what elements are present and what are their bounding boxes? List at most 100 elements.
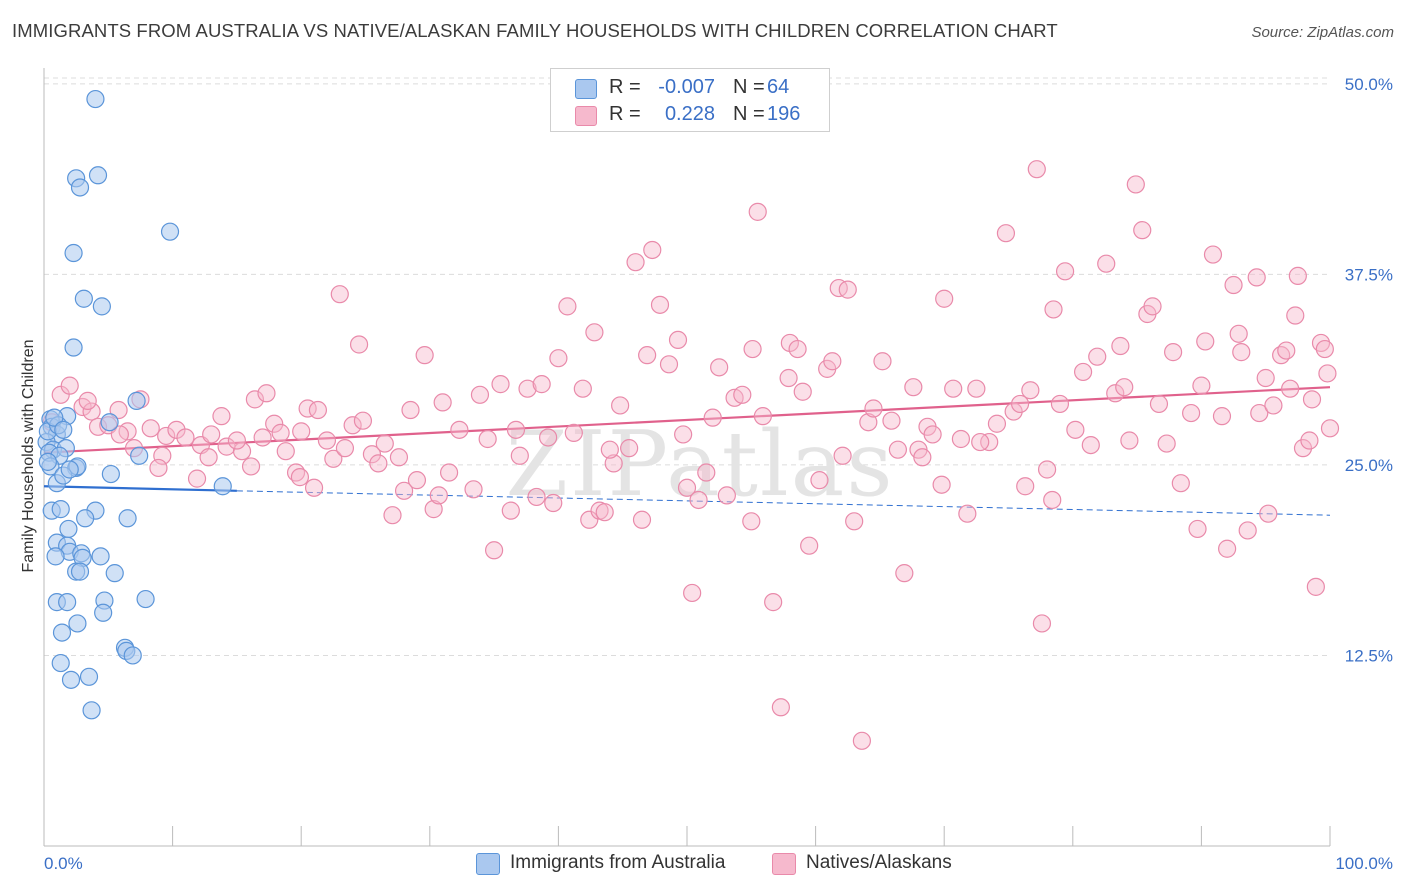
data-point-natives	[888, 440, 908, 459]
data-point-australia	[74, 289, 93, 308]
data-point-natives	[343, 416, 362, 435]
data-point-natives	[810, 471, 829, 490]
series-legend: Immigrants from Australia Natives/Alaska…	[0, 852, 1406, 878]
data-point-natives	[743, 339, 762, 359]
data-point-natives	[996, 224, 1016, 243]
data-point-natives	[241, 457, 261, 476]
data-point-australia	[92, 297, 111, 316]
legend-row-australia: R = -0.007 N = 64	[551, 75, 829, 101]
series-natives-alaskans	[42, 160, 1340, 750]
data-point-natives	[1032, 614, 1052, 633]
data-point-natives	[290, 468, 310, 487]
data-point-natives	[1250, 403, 1269, 423]
data-point-natives	[967, 379, 986, 398]
data-point-natives	[1157, 434, 1176, 453]
watermark: ZIPatlas	[505, 412, 894, 517]
data-point-natives	[1277, 341, 1296, 360]
data-point-natives	[549, 349, 568, 368]
data-point-australia	[64, 338, 83, 357]
data-point-australia	[51, 653, 70, 673]
data-point-australia	[64, 243, 83, 263]
data-point-natives	[1196, 332, 1215, 351]
data-point-australia	[127, 391, 146, 410]
data-point-australia	[59, 519, 78, 539]
trend-line-australia	[43, 485, 237, 492]
data-point-natives	[923, 425, 942, 444]
data-point-natives	[932, 475, 951, 494]
data-point-natives	[518, 379, 537, 398]
data-point-natives	[110, 425, 129, 444]
data-point-natives	[697, 463, 716, 482]
legend-swatch-blue	[476, 853, 500, 875]
data-point-australia	[54, 420, 73, 439]
y-tick-label: 12.5%	[1345, 646, 1393, 665]
data-point-natives	[1143, 297, 1162, 316]
data-point-australia	[136, 589, 155, 609]
data-point-natives	[1133, 221, 1152, 240]
data-point-natives	[779, 368, 798, 388]
data-point-natives	[375, 434, 394, 453]
data-point-australia	[118, 509, 137, 528]
data-point-natives	[638, 346, 657, 365]
data-point-natives	[689, 490, 708, 510]
data-point-natives	[1088, 347, 1107, 366]
data-point-australia	[70, 562, 90, 581]
data-point-natives	[253, 428, 272, 447]
data-point-australia	[61, 670, 81, 689]
data-point-natives	[149, 458, 168, 478]
data-point-australia	[38, 452, 57, 471]
legend-row-natives: R = 0.228 N = 196	[551, 102, 829, 128]
x-tick-label-min: 0.0%	[44, 854, 83, 873]
data-point-natives	[491, 375, 510, 394]
data-point-natives	[1247, 268, 1266, 287]
y-tick-label: 25.0%	[1345, 456, 1393, 475]
data-point-natives	[626, 253, 645, 272]
data-point-natives	[1055, 262, 1075, 281]
data-point-natives	[852, 731, 871, 750]
data-point-natives	[1256, 368, 1275, 388]
legend-r-value: -0.007	[658, 76, 715, 98]
data-point-natives	[439, 463, 459, 482]
legend-label: Natives/Alaskans	[806, 852, 952, 873]
data-point-natives	[1097, 254, 1116, 273]
legend-swatch-pink	[772, 853, 796, 875]
data-point-natives	[330, 285, 349, 304]
data-point-australia	[45, 408, 64, 427]
data-point-natives	[913, 448, 932, 467]
data-point-natives	[317, 431, 337, 450]
data-point-natives	[558, 297, 577, 316]
data-point-natives	[1288, 266, 1307, 285]
data-point-natives	[353, 411, 373, 430]
data-point-natives	[733, 385, 752, 404]
data-point-natives	[433, 393, 452, 412]
data-point-natives	[1188, 519, 1207, 539]
data-point-australia	[82, 701, 101, 720]
data-point-natives	[1037, 460, 1057, 479]
data-point-natives	[845, 512, 864, 531]
data-point-natives	[424, 500, 443, 519]
data-point-natives	[1043, 490, 1062, 510]
data-point-natives	[632, 510, 652, 529]
data-point-natives	[506, 420, 526, 439]
data-point-natives	[1302, 390, 1322, 409]
data-point-natives	[742, 512, 761, 531]
chart-title: IMMIGRANTS FROM AUSTRALIA VS NATIVE/ALAS…	[12, 20, 1058, 41]
data-point-natives	[1164, 343, 1183, 362]
data-point-natives	[1044, 300, 1063, 319]
data-point-natives	[585, 323, 604, 342]
x-tick-label-max: 100.0%	[1335, 854, 1393, 873]
data-point-natives	[501, 501, 520, 520]
data-point-australia	[100, 413, 119, 432]
data-point-natives	[873, 352, 892, 371]
data-point-australia	[101, 464, 120, 484]
legend-r-value: 0.228	[664, 103, 715, 125]
data-point-natives	[573, 379, 592, 398]
data-point-natives	[407, 471, 427, 490]
data-point-natives	[710, 358, 729, 377]
data-point-natives	[838, 280, 857, 299]
data-point-natives	[944, 379, 963, 398]
data-point-natives	[600, 440, 619, 459]
data-point-natives	[532, 375, 551, 394]
legend-n-value: 196	[767, 103, 801, 125]
data-point-natives	[464, 480, 483, 499]
